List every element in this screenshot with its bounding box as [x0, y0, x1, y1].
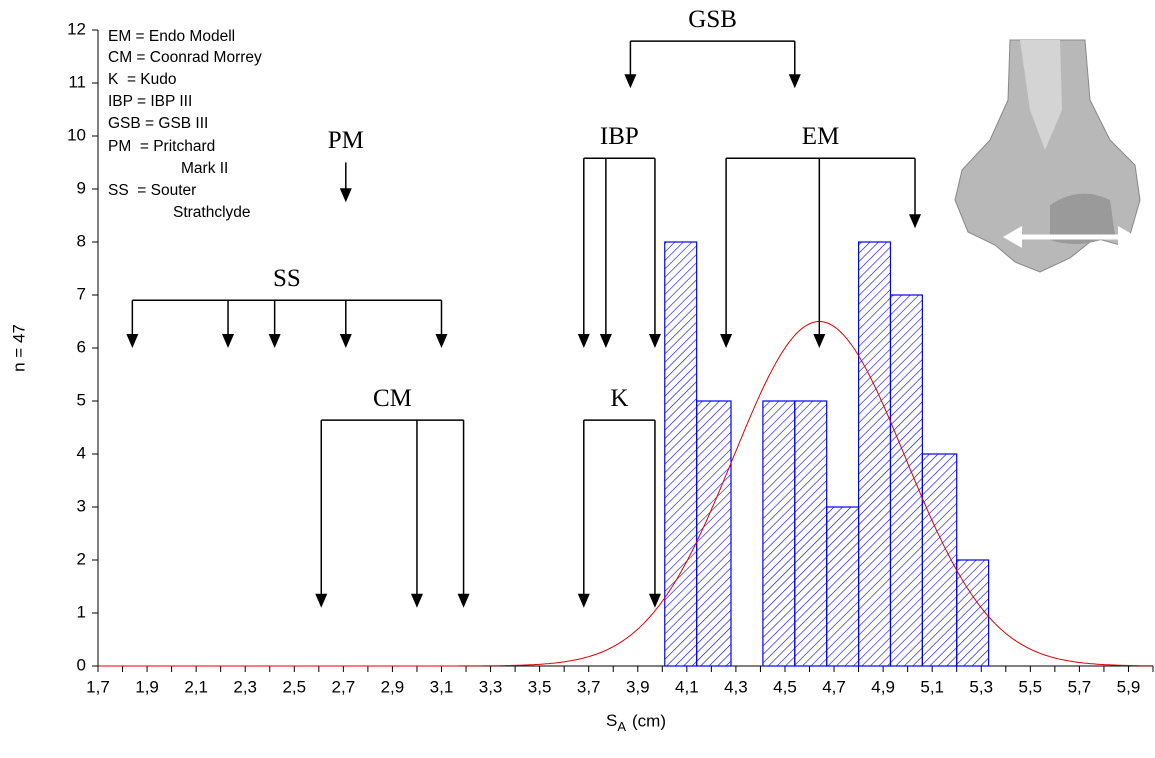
x-axis-label-sub: A [617, 719, 626, 734]
annotation-label: IBP [600, 123, 639, 150]
legend-line: K = Kudo [108, 71, 177, 88]
y-tick-label: 10 [67, 125, 86, 144]
histogram-bar [826, 506, 860, 667]
x-tick-label: 2,1 [184, 677, 208, 696]
y-tick-label: 8 [77, 231, 86, 250]
legend-line: PM = Pritchard [108, 138, 215, 155]
x-tick-label: 2,9 [381, 677, 405, 696]
x-axis-label-main: S [606, 711, 617, 730]
x-axis-label: SA [606, 711, 626, 734]
x-tick-label: 4,5 [773, 677, 797, 696]
x-tick-label: 2,5 [282, 677, 306, 696]
legend: EM = Endo Modell CM = Coonrad Morrey K =… [108, 28, 262, 221]
histogram-bar [956, 559, 990, 667]
x-tick-label: 3,5 [528, 677, 552, 696]
arrow-head [648, 334, 661, 348]
arrow-head [624, 74, 637, 89]
histogram-bar [696, 400, 732, 667]
annotation-label: EM [802, 123, 840, 150]
x-tick-label: 5,1 [920, 677, 944, 696]
arrow-head [577, 593, 590, 608]
arrow-head [599, 334, 612, 348]
x-tick-label: 4,3 [724, 677, 748, 696]
arrow-head [813, 334, 826, 348]
histogram-bar [762, 400, 796, 667]
x-axis-label-unit: (cm) [632, 711, 666, 730]
arrow-head [457, 593, 470, 608]
x-tick-label: 4,1 [675, 677, 699, 696]
histogram-bar [794, 400, 828, 667]
annotation-label: GSB [688, 6, 737, 33]
x-tick-label: 1,7 [86, 677, 110, 696]
arrow-head [315, 593, 328, 608]
arrow-head [222, 334, 235, 348]
bone-illustration [954, 39, 1141, 273]
annotation-label: K [610, 385, 628, 412]
y-tick-label: 3 [77, 496, 86, 515]
arrow-head [720, 334, 733, 348]
arrow-head [126, 334, 139, 348]
legend-line: EM = Endo Modell [108, 28, 235, 45]
normal-curve [98, 321, 1153, 667]
y-tick-label: 9 [77, 178, 86, 197]
y-tick-label: 0 [77, 655, 86, 674]
x-tick-label: 5,5 [1019, 677, 1043, 696]
arrow-head [909, 214, 922, 229]
y-tick-label: 6 [77, 337, 86, 356]
y-tick-label: 11 [68, 72, 86, 91]
y-axis-label: n = 47 [9, 324, 28, 372]
y-tick-label: 2 [77, 549, 86, 568]
x-tick-label: 3,1 [430, 677, 454, 696]
y-tick-label: 5 [77, 390, 86, 409]
x-tick-label: 5,3 [969, 677, 993, 696]
arrow-head [410, 593, 423, 608]
arrow-head [339, 188, 352, 203]
arrow-head [577, 334, 590, 348]
y-tick-label: 12 [67, 19, 86, 38]
annotation-label: CM [373, 385, 412, 412]
arrow-head [435, 334, 448, 348]
arrow-head [788, 74, 801, 89]
legend-line: SS = Souter [108, 182, 196, 199]
x-tick-label: 3,7 [577, 677, 601, 696]
x-tick-label: 3,9 [626, 677, 650, 696]
legend-line: Mark II [181, 160, 228, 177]
histogram-bar [857, 241, 892, 667]
legend-line: GSB = GSB III [108, 115, 208, 132]
legend-line: IBP = IBP III [108, 93, 192, 110]
x-tick-label: 4,9 [871, 677, 895, 696]
x-tick-label: 5,9 [1117, 677, 1141, 696]
histogram-bar [889, 294, 923, 667]
x-tick-label: 2,7 [332, 677, 356, 696]
arrow-head [648, 593, 661, 608]
arrow-head [339, 334, 352, 348]
x-tick-label: 5,7 [1068, 677, 1092, 696]
x-tick-label: 3,3 [479, 677, 503, 696]
x-tick-label: 1,9 [135, 677, 159, 696]
x-tick-label: 2,3 [233, 677, 257, 696]
legend-line: Strathclyde [173, 204, 251, 221]
arrow-head [268, 334, 281, 348]
annotation-label: SS [273, 265, 301, 292]
legend-line: CM = Coonrad Morrey [108, 49, 262, 66]
y-tick-label: 4 [77, 443, 86, 462]
y-tick-label: 7 [77, 284, 86, 303]
annotation-label: PM [328, 127, 364, 154]
y-tick-label: 1 [77, 602, 86, 621]
x-tick-label: 4,7 [822, 677, 846, 696]
histogram-bar [664, 241, 698, 667]
